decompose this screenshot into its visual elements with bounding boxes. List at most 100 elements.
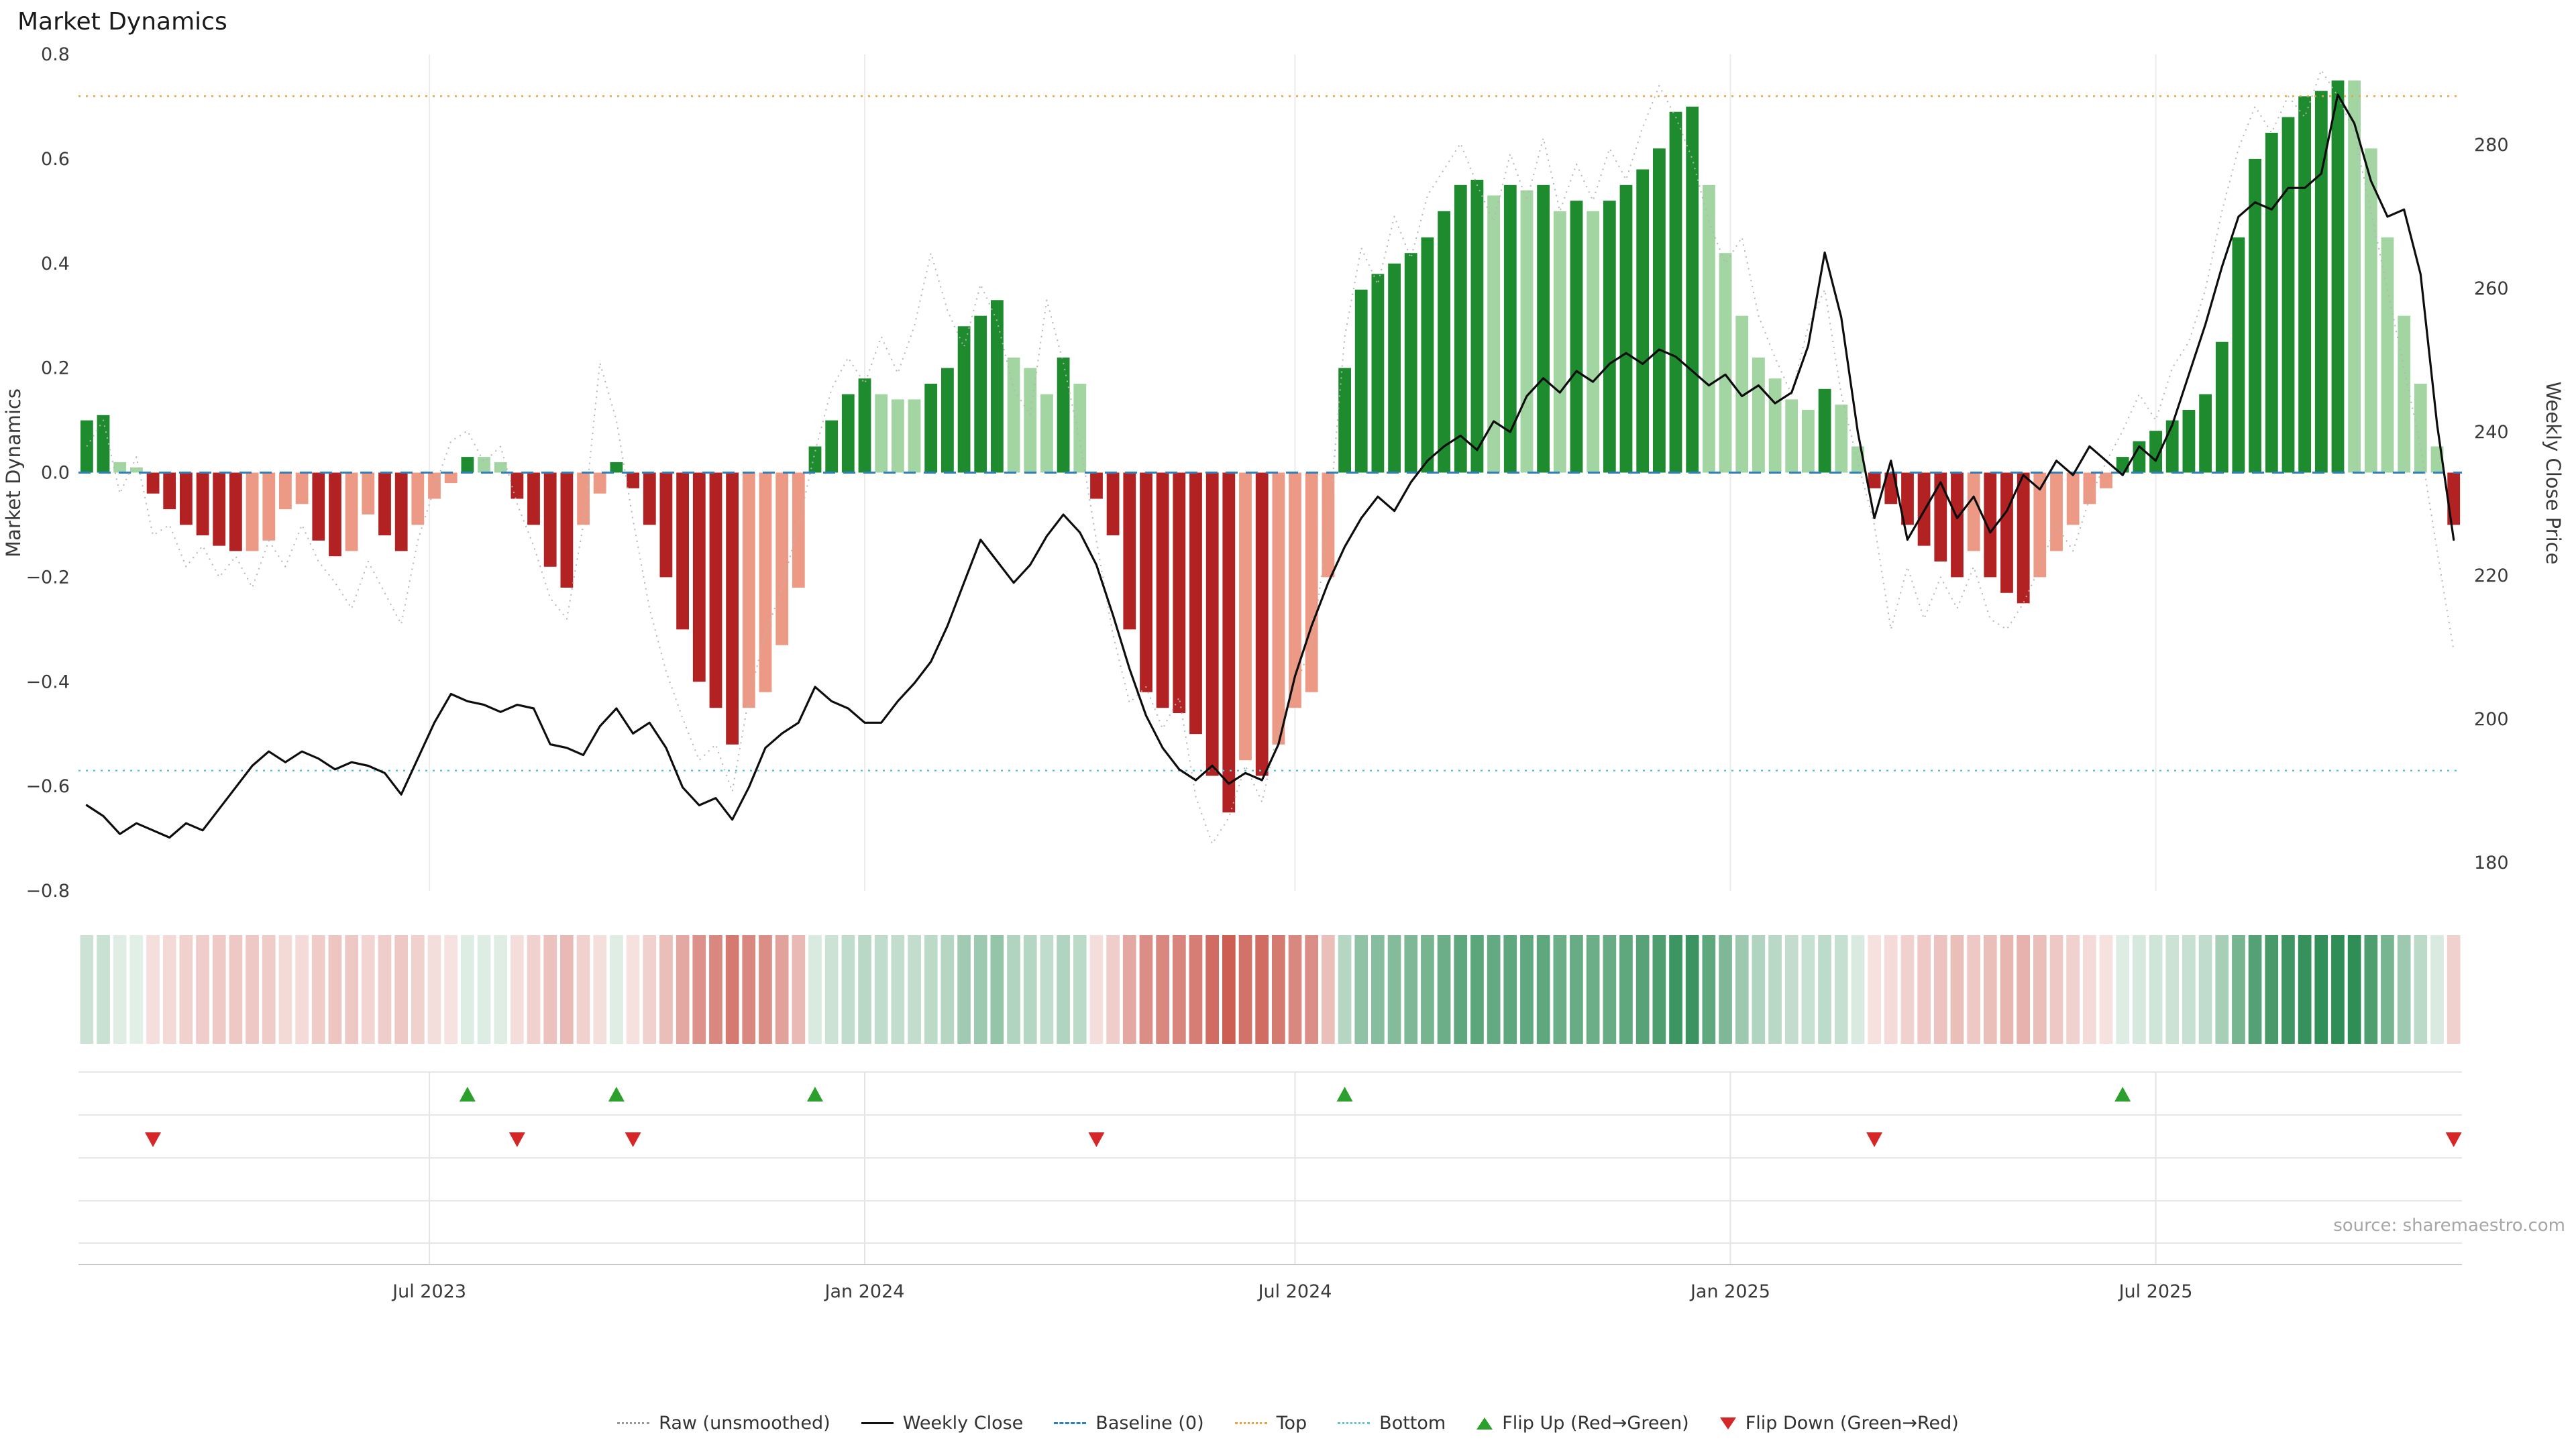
dynamics-bar <box>478 457 490 473</box>
heatmap-cell <box>1322 935 1335 1044</box>
dynamics-bar <box>1619 184 1633 473</box>
legend-item-baseline: Baseline (0) <box>1054 1413 1204 1434</box>
dynamics-bar <box>792 472 805 588</box>
dynamics-bar <box>1272 472 1285 745</box>
dynamics-bar <box>875 394 888 473</box>
left-axis-tick-label: 0.8 <box>41 44 70 65</box>
dynamics-bar <box>1785 399 1799 473</box>
dynamics-bar <box>1735 315 1749 473</box>
flip-up-marker <box>1336 1087 1353 1102</box>
heatmap-cell <box>2381 935 2394 1044</box>
heatmap-cell <box>2116 935 2130 1044</box>
dynamics-bar <box>577 472 590 525</box>
dynamics-bar <box>643 472 656 525</box>
baseline-swatch-icon <box>1054 1422 1087 1424</box>
right-axis-tick-label: 200 <box>2474 709 2509 730</box>
dynamics-bar <box>1636 169 1650 473</box>
heatmap-cell <box>1635 935 1650 1044</box>
heatmap-cell <box>1272 935 1285 1044</box>
legend-item-flip-down: Flip Down (Green→Red) <box>1719 1413 1959 1434</box>
dynamics-bar <box>180 472 193 525</box>
flip-down-marker <box>625 1132 641 1147</box>
dynamics-bar <box>2017 472 2030 604</box>
heatmap-cell <box>709 935 722 1044</box>
heatmap-cell <box>2347 935 2361 1044</box>
dynamics-bar <box>1189 472 1202 735</box>
x-axis-tick-label: Jan 2025 <box>1689 1281 1770 1302</box>
heatmap-cell <box>2265 935 2279 1044</box>
heatmap-cell <box>477 935 491 1044</box>
dynamics-bar <box>1818 388 1831 473</box>
heatmap-cell <box>1801 935 1815 1044</box>
heatmap-cell <box>2215 935 2229 1044</box>
chart-legend: Raw (unsmoothed) Weekly Close Baseline (… <box>0 1413 2576 1434</box>
dynamics-bar <box>560 472 574 588</box>
dynamics-bar <box>1487 195 1500 473</box>
heatmap-cell <box>1371 935 1385 1044</box>
dynamics-bar <box>229 472 242 551</box>
heatmap-cell <box>345 935 358 1044</box>
heatmap-cell <box>1768 935 1782 1044</box>
dynamics-bar <box>2348 80 2361 473</box>
heatmap-cell <box>2000 935 2014 1044</box>
heatmap-cell <box>1685 935 1699 1044</box>
heatmap-cell <box>2165 935 2180 1044</box>
dynamics-bar <box>295 472 309 504</box>
dynamics-bar <box>543 472 557 567</box>
heatmap-cell <box>394 935 408 1044</box>
heatmap-cell <box>427 935 441 1044</box>
heatmap-cell <box>1122 935 1136 1044</box>
dynamics-bar <box>113 462 127 473</box>
heatmap-cell <box>1487 935 1501 1044</box>
dynamics-bar <box>627 472 639 488</box>
heatmap-cell <box>1354 935 1368 1044</box>
heatmap-cell <box>1470 935 1484 1044</box>
heatmap-cell <box>494 935 507 1044</box>
dynamics-bar <box>345 472 358 551</box>
left-axis-tick-label: −0.4 <box>25 672 70 692</box>
dynamics-bar <box>1024 368 1037 473</box>
heatmap-cell <box>97 935 110 1044</box>
dynamics-bar <box>1338 368 1351 473</box>
legend-label-flip-up: Flip Up (Red→Green) <box>1502 1413 1689 1434</box>
heatmap-cell <box>924 935 938 1044</box>
dynamics-bar <box>527 472 540 525</box>
source-attribution: source: sharemaestro.com <box>2333 1216 2565 1236</box>
dynamics-bar <box>1222 472 1236 813</box>
heatmap-cell <box>1089 935 1104 1044</box>
heatmap-cell <box>262 935 276 1044</box>
dynamics-bar <box>2298 96 2311 473</box>
heatmap-cell <box>328 935 342 1044</box>
heatmap-cell <box>461 935 474 1044</box>
heatmap-cell <box>824 935 839 1044</box>
heatmap-cell <box>411 935 425 1044</box>
heatmap-cell <box>659 935 673 1044</box>
left-axis-tick-label: −0.2 <box>25 567 70 588</box>
dynamics-bar <box>726 472 739 745</box>
heatmap-cell <box>1570 935 1583 1044</box>
heatmap-cell <box>2066 935 2080 1044</box>
heatmap-cell <box>2282 935 2295 1044</box>
dynamics-bar <box>2414 384 2427 473</box>
dynamics-bar <box>1603 201 1616 473</box>
dynamics-bar <box>2215 341 2229 473</box>
dynamics-bar <box>1090 472 1103 499</box>
dynamics-bar <box>1868 472 1881 488</box>
heatmap-cell <box>1421 935 1434 1044</box>
heatmap-cell <box>2232 935 2245 1044</box>
left-axis-tick-label: 0.4 <box>41 254 70 274</box>
heatmap-cell <box>593 935 607 1044</box>
heatmap-cell <box>1520 935 1534 1044</box>
chart-content: 0.8 0.6 0.4 0.2 0.0 −0.2 −0.4 −0.6 −0.8 280 260 240… <box>25 44 2508 1302</box>
dynamics-bar <box>2050 472 2063 551</box>
heatmap-cell <box>1305 935 1318 1044</box>
dynamics-bar <box>825 420 839 473</box>
heatmap-cell <box>1387 935 1401 1044</box>
dynamics-bar <box>1587 211 1600 473</box>
dynamics-bar <box>378 472 391 535</box>
dynamics-bar <box>411 472 425 525</box>
dynamics-bar <box>1322 472 1335 578</box>
x-axis-tick-label: Jul 2023 <box>391 1281 466 1302</box>
dynamics-bar <box>692 472 706 682</box>
x-axis-tick-label: Jan 2024 <box>824 1281 905 1302</box>
